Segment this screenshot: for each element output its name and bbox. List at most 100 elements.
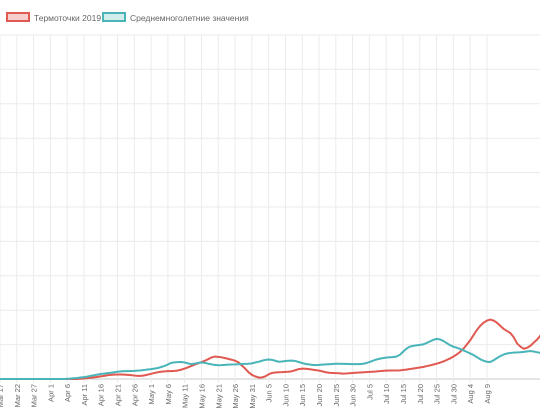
data-point[interactable] (62, 378, 65, 380)
data-point[interactable] (308, 363, 310, 366)
data-point[interactable] (86, 377, 89, 380)
data-point[interactable] (371, 359, 374, 362)
data-point[interactable] (193, 362, 196, 365)
data-point[interactable] (143, 369, 146, 371)
data-point[interactable] (274, 371, 277, 374)
data-point[interactable] (391, 369, 394, 372)
data-point[interactable] (86, 375, 89, 378)
data-point[interactable] (227, 363, 230, 366)
data-point[interactable] (133, 369, 136, 372)
data-point[interactable] (224, 357, 226, 360)
data-point[interactable] (442, 360, 445, 363)
data-point[interactable] (214, 364, 216, 366)
data-point[interactable] (442, 340, 445, 342)
data-point[interactable] (351, 372, 354, 374)
data-point[interactable] (163, 365, 166, 367)
data-point[interactable] (358, 371, 361, 374)
data-point[interactable] (388, 356, 391, 359)
data-point[interactable] (170, 361, 173, 364)
data-point[interactable] (536, 338, 539, 341)
data-point[interactable] (140, 369, 142, 372)
data-point[interactable] (12, 378, 15, 380)
data-point[interactable] (119, 370, 122, 373)
data-point[interactable] (103, 372, 105, 375)
data-point[interactable] (358, 363, 361, 365)
data-point[interactable] (479, 324, 482, 327)
data-point[interactable] (0, 378, 1, 380)
data-point[interactable] (492, 319, 495, 322)
data-point[interactable] (301, 362, 304, 364)
data-point[interactable] (489, 318, 492, 321)
data-point[interactable] (214, 355, 216, 358)
data-point[interactable] (261, 359, 263, 362)
data-point[interactable] (89, 376, 92, 379)
data-point[interactable] (244, 362, 247, 365)
data-point[interactable] (472, 354, 475, 356)
data-point[interactable] (210, 363, 213, 366)
data-point[interactable] (287, 370, 290, 373)
data-point[interactable] (408, 368, 411, 370)
data-point[interactable] (163, 370, 166, 373)
data-point[interactable] (271, 372, 273, 374)
data-point[interactable] (334, 362, 337, 365)
data-point[interactable] (402, 369, 404, 371)
data-point[interactable] (126, 370, 129, 372)
data-point[interactable] (452, 355, 455, 358)
data-point[interactable] (512, 351, 515, 354)
data-point[interactable] (412, 367, 414, 370)
data-point[interactable] (230, 358, 233, 361)
data-point[interactable] (391, 356, 394, 359)
data-point[interactable] (452, 345, 455, 348)
data-point[interactable] (156, 367, 159, 369)
data-point[interactable] (459, 348, 461, 350)
data-point[interactable] (482, 321, 485, 324)
data-point[interactable] (519, 351, 522, 354)
data-point[interactable] (368, 371, 371, 373)
data-point[interactable] (405, 347, 408, 350)
data-point[interactable] (308, 368, 310, 370)
data-point[interactable] (167, 363, 169, 366)
data-point[interactable] (291, 359, 294, 362)
data-point[interactable] (284, 371, 287, 373)
data-point[interactable] (123, 370, 126, 373)
data-point[interactable] (250, 362, 253, 365)
data-point[interactable] (72, 377, 75, 380)
data-point[interactable] (46, 378, 48, 380)
data-point[interactable] (395, 369, 398, 372)
data-point[interactable] (297, 368, 300, 370)
data-point[interactable] (167, 370, 169, 373)
data-point[interactable] (455, 346, 458, 349)
data-point[interactable] (207, 362, 210, 365)
data-point[interactable] (418, 344, 421, 346)
data-point[interactable] (247, 371, 250, 374)
data-point[interactable] (509, 352, 512, 354)
data-point[interactable] (415, 367, 418, 369)
data-point[interactable] (217, 356, 220, 358)
data-point[interactable] (130, 370, 132, 372)
data-point[interactable] (324, 371, 327, 374)
data-point[interactable] (311, 368, 314, 371)
data-point[interactable] (180, 368, 183, 371)
data-point[interactable] (516, 351, 519, 354)
data-point[interactable] (398, 354, 401, 356)
data-point[interactable] (170, 370, 173, 372)
data-point[interactable] (381, 357, 384, 360)
data-point[interactable] (177, 369, 179, 372)
data-point[interactable] (529, 344, 532, 347)
data-point[interactable] (435, 362, 438, 365)
data-point[interactable] (203, 361, 206, 364)
data-point[interactable] (311, 364, 314, 366)
data-point[interactable] (217, 364, 220, 367)
data-point[interactable] (146, 373, 149, 376)
data-point[interactable] (402, 351, 404, 353)
data-point[interactable] (381, 369, 384, 372)
data-point[interactable] (331, 363, 334, 365)
data-point[interactable] (56, 378, 58, 380)
data-point[interactable] (227, 357, 230, 360)
data-point[interactable] (341, 372, 344, 375)
data-point[interactable] (52, 378, 55, 380)
data-point[interactable] (116, 373, 119, 376)
data-point[interactable] (130, 374, 132, 377)
data-point[interactable] (146, 368, 149, 371)
data-point[interactable] (83, 376, 85, 379)
